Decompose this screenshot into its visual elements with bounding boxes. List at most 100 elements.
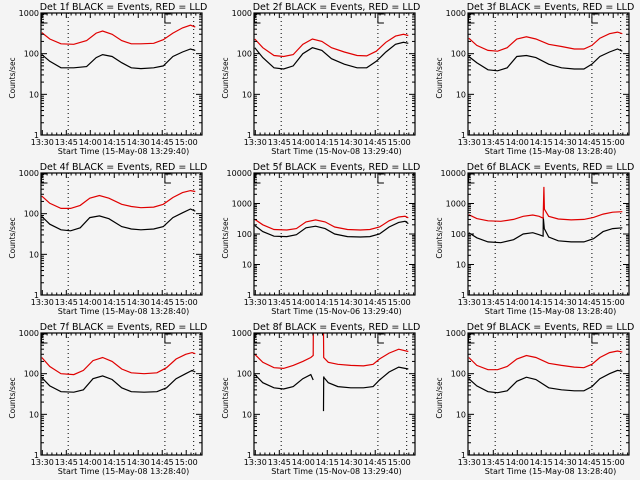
x-tick-label: 14:15 xyxy=(316,458,339,467)
x-tick-label: 14:30 xyxy=(127,298,150,307)
x-tick-label: 14:15 xyxy=(530,298,553,307)
x-tick-label: 14:00 xyxy=(79,138,102,147)
x-tick-label: 14:45 xyxy=(151,298,174,307)
x-tick-label: 13:30 xyxy=(458,138,481,147)
y-tick-label: 1 xyxy=(247,451,252,460)
series-line-lld xyxy=(254,33,409,58)
y-axis-label: Counts/sec xyxy=(8,377,17,418)
x-tick-label: 14:00 xyxy=(292,458,315,467)
x-tick-label: 15:00 xyxy=(602,458,625,467)
y-tick-label: 100 xyxy=(451,370,466,379)
y-axis-label: Counts/sec xyxy=(221,57,230,98)
y-tick-label: 10 xyxy=(29,410,39,419)
x-tick-label: 14:00 xyxy=(79,298,102,307)
interval-bracket-marker xyxy=(164,13,171,24)
chart-panel-3: Det 3f BLACK = Events, RED = LLD 1 10 100 10… xyxy=(435,2,634,156)
chart-panel-4: Det 4f BLACK = Events, RED = LLD 1 10 100 10… xyxy=(8,162,207,316)
y-tick-label: 10000 xyxy=(441,169,466,178)
chart-panel-5: Det 5f BLACK = Events, RED = LLD 1 10 100 10… xyxy=(221,162,420,316)
chart-panel-6: Det 6f BLACK = Events, RED = LLD 1 10 100 10… xyxy=(435,162,634,316)
interval-bracket-marker xyxy=(377,173,384,184)
y-axis-label: Counts/sec xyxy=(435,217,444,258)
x-tick-label: 15:00 xyxy=(602,298,625,307)
x-tick-label: 15:00 xyxy=(175,298,198,307)
y-tick-label: 1 xyxy=(34,291,39,300)
y-tick-label: 1000 xyxy=(19,9,39,18)
x-tick-label: 15:00 xyxy=(175,138,198,147)
y-tick-label: 1 xyxy=(461,291,466,300)
x-tick-label: 14:30 xyxy=(340,458,363,467)
x-tick-label: 14:45 xyxy=(578,138,601,147)
x-tick-label: 14:30 xyxy=(340,138,363,147)
x-tick-label: 14:45 xyxy=(151,138,174,147)
plot-frame xyxy=(253,332,416,456)
chart-title: Det 5f BLACK = Events, RED = LLD xyxy=(253,162,421,173)
interval-bracket-marker xyxy=(164,173,171,184)
plot-frame xyxy=(467,172,630,296)
x-tick-label: 14:30 xyxy=(554,138,577,147)
chart-panel-7: Det 7f BLACK = Events, RED = LLD 1 10 100 10… xyxy=(8,322,207,476)
chart-title: Det 8f BLACK = Events, RED = LLD xyxy=(253,322,421,333)
x-tick-label: 14:30 xyxy=(340,298,363,307)
x-tick-label: 15:00 xyxy=(175,458,198,467)
plot-frame xyxy=(40,12,203,136)
x-axis-label: Start Time (15-May-08 13:28:40) xyxy=(485,467,616,476)
x-axis-label: Start Time (15-May-08 13:28:40) xyxy=(485,307,616,316)
interval-bracket-marker xyxy=(377,13,384,24)
x-tick-label: 14:00 xyxy=(292,138,315,147)
plot-frame xyxy=(40,172,203,296)
x-tick-label: 14:15 xyxy=(103,298,126,307)
y-tick-label: 1000 xyxy=(446,9,466,18)
y-tick-label: 10 xyxy=(242,410,252,419)
interval-bracket-marker xyxy=(164,333,171,344)
y-axis-label: Counts/sec xyxy=(435,377,444,418)
y-tick-label: 100 xyxy=(237,370,252,379)
chart-title: Det 7f BLACK = Events, RED = LLD xyxy=(40,322,208,333)
x-axis-label: Start Time (15-May-08 13:28:40) xyxy=(485,147,616,156)
x-tick-label: 14:45 xyxy=(364,298,387,307)
y-tick-label: 1000 xyxy=(232,9,252,18)
x-tick-label: 14:30 xyxy=(554,298,577,307)
chart-title: Det 9f BLACK = Events, RED = LLD xyxy=(467,322,635,333)
series-line-events xyxy=(468,369,623,394)
x-tick-label: 13:30 xyxy=(31,138,54,147)
y-tick-label: 100 xyxy=(237,50,252,59)
x-axis-label: Start Time (15-May-08 13:29:40) xyxy=(58,147,189,156)
interval-bracket-marker xyxy=(591,333,598,344)
y-tick-label: 1 xyxy=(461,131,466,140)
x-tick-label: 13:45 xyxy=(55,298,78,307)
x-tick-label: 13:45 xyxy=(482,298,505,307)
x-tick-label: 13:30 xyxy=(244,298,267,307)
y-tick-label: 10 xyxy=(456,261,466,270)
plot-frame xyxy=(467,332,630,456)
x-tick-label: 13:30 xyxy=(244,458,267,467)
x-axis-label: Start Time (15-Nov-08 13:29:40) xyxy=(271,147,401,156)
x-axis-label: Start Time (15-Nov-08 13:29:40) xyxy=(271,467,401,476)
x-tick-label: 14:45 xyxy=(364,138,387,147)
x-tick-label: 13:45 xyxy=(55,458,78,467)
y-tick-label: 1000 xyxy=(19,329,39,338)
y-tick-label: 100 xyxy=(24,50,39,59)
x-tick-label: 13:30 xyxy=(31,298,54,307)
interval-bracket-marker xyxy=(591,13,598,24)
x-tick-label: 13:30 xyxy=(458,298,481,307)
interval-bracket-marker xyxy=(377,333,384,344)
series-line-lld xyxy=(41,24,196,45)
y-tick-label: 1000 xyxy=(232,200,252,209)
series-line-lld xyxy=(468,186,623,222)
y-tick-label: 100 xyxy=(451,230,466,239)
series-line-lld xyxy=(254,332,409,370)
y-axis-label: Counts/sec xyxy=(221,217,230,258)
series-line-events xyxy=(41,369,196,393)
x-tick-label: 13:30 xyxy=(31,458,54,467)
x-tick-label: 15:00 xyxy=(602,138,625,147)
x-tick-label: 13:45 xyxy=(268,138,291,147)
x-axis-label: Start Time (15-Nov-06 13:29:40) xyxy=(271,307,401,316)
y-tick-label: 10 xyxy=(456,90,466,99)
y-tick-label: 10 xyxy=(29,90,39,99)
series-line-events xyxy=(41,48,196,70)
y-tick-label: 100 xyxy=(24,210,39,219)
x-tick-label: 14:00 xyxy=(506,138,529,147)
series-line-events xyxy=(254,41,409,70)
x-tick-label: 14:15 xyxy=(103,138,126,147)
